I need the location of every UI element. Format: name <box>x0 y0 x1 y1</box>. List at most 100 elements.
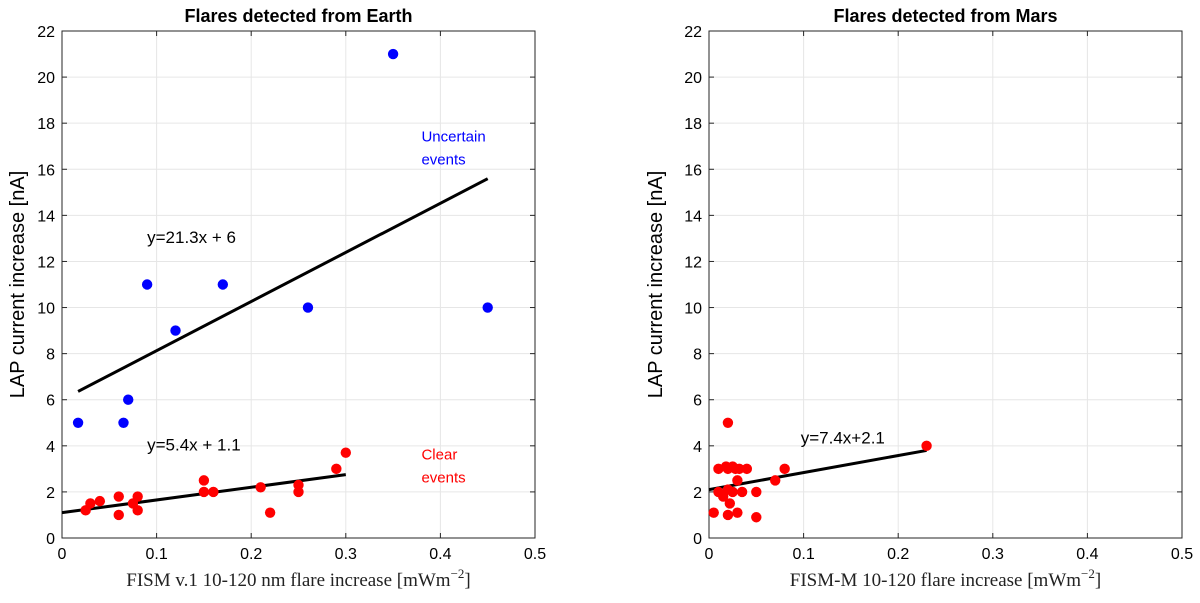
y-tick-label: 14 <box>37 208 55 225</box>
chart-title: Flares detected from Earth <box>184 6 412 26</box>
annotation-uncertain-events: Uncertain events <box>421 129 485 169</box>
uncertain-fit-equation: y=21.3x + 6 <box>147 228 236 247</box>
x-tick-label: 0.2 <box>240 546 262 563</box>
y-tick-label: 18 <box>37 116 55 133</box>
x-axis-label: FISM v.1 10-120 nm flare increase [mWm−2… <box>126 566 471 591</box>
data-point <box>732 475 743 486</box>
y-tick-label: 22 <box>37 24 55 41</box>
series-uncertain-events <box>72 48 493 428</box>
data-point <box>722 417 734 428</box>
data-point <box>302 302 314 313</box>
data-point <box>132 491 143 502</box>
y-tick-label: 4 <box>693 439 702 456</box>
y-tick-label: 20 <box>37 70 55 87</box>
y-tick-label: 12 <box>37 254 55 271</box>
data-point <box>255 482 266 493</box>
x-tick-label: 0.3 <box>982 546 1004 563</box>
y-tick-label: 10 <box>37 301 55 318</box>
x-tick-label: 0.5 <box>524 546 546 563</box>
x-tick-label: 0.2 <box>887 546 909 563</box>
annotation-clear-events: Clear events <box>421 447 465 487</box>
uncertain-fit-line <box>77 177 489 393</box>
y-tick-label: 16 <box>684 162 702 179</box>
data-point <box>118 417 129 428</box>
y-tick-label: 12 <box>684 254 702 271</box>
y-tick-label: 6 <box>693 393 702 410</box>
y-tick-label: 14 <box>684 208 702 225</box>
y-tick-label: 6 <box>46 393 55 410</box>
axes-box <box>708 30 1183 539</box>
data-point <box>921 440 932 452</box>
data-point <box>751 512 762 523</box>
mars-fit-line <box>708 448 927 492</box>
data-point <box>387 48 399 60</box>
y-tick-label: 20 <box>684 70 702 87</box>
data-point <box>198 475 210 486</box>
data-point <box>722 509 734 521</box>
x-tick-label: 0.3 <box>335 546 357 563</box>
chart-title: Flares detected from Mars <box>833 6 1057 26</box>
data-point <box>741 463 753 475</box>
y-tick-label: 2 <box>46 485 55 502</box>
series-clear-events <box>80 447 351 521</box>
x-tick-label: 0.4 <box>1076 546 1098 563</box>
x-axis-label: FISM-M 10-120 flare increase [mWm−2] <box>790 566 1101 591</box>
series-mars-events <box>708 417 932 523</box>
data-point <box>170 325 181 336</box>
mars-fit-equation: y=7.4x+2.1 <box>801 429 885 448</box>
x-axis-label-text: FISM-M 10-120 flare increase [mWm <box>790 570 1081 591</box>
y-tick-label: 8 <box>46 347 55 364</box>
data-point <box>340 447 351 458</box>
data-point <box>113 491 124 502</box>
y-tick-label: 16 <box>37 162 55 179</box>
x-axis-label-exponent: −2 <box>451 566 465 581</box>
data-point <box>72 417 84 428</box>
clear-fit-equation: y=5.4x + 1.1 <box>147 435 241 454</box>
x-tick-label: 0 <box>58 546 67 563</box>
annotation-line: Clear <box>421 447 457 464</box>
panel-1: 0 0.1 0.2 0.3 0.4 0.5 0 2 4 6 8 10 12 14 16 18 20 22 Flare… <box>7 6 546 591</box>
data-point <box>113 509 124 521</box>
x-tick-label: 0.1 <box>145 546 167 563</box>
y-tick-label: 22 <box>684 24 702 41</box>
data-point <box>141 279 153 290</box>
y-axis-label: LAP current increase [nA] <box>645 171 667 399</box>
x-axis-label-end: ] <box>464 570 470 591</box>
data-point <box>734 463 745 475</box>
data-point <box>208 486 219 498</box>
x-axis-label-text: FISM v.1 10-120 nm flare increase [mWm <box>126 570 451 591</box>
x-tick-label: 0.1 <box>792 546 814 563</box>
y-tick-label: 8 <box>693 347 702 364</box>
x-tick-label: 0.4 <box>429 546 451 563</box>
annotation-line: events <box>421 470 465 487</box>
data-point <box>94 495 106 507</box>
data-point <box>779 463 790 475</box>
x-axis-label-end: ] <box>1095 570 1101 591</box>
data-point <box>736 486 748 498</box>
data-point <box>123 394 134 405</box>
data-point <box>732 507 743 518</box>
data-point <box>770 475 781 486</box>
data-point <box>708 507 719 518</box>
y-tick-label: 10 <box>684 301 702 318</box>
data-point <box>482 302 493 313</box>
x-tick-label: 0 <box>705 546 714 563</box>
data-point <box>751 486 762 498</box>
data-point <box>293 486 304 498</box>
annotation-line: events <box>421 152 465 169</box>
data-point <box>724 498 736 509</box>
y-axis-label: LAP current increase [nA] <box>7 171 29 399</box>
y-tick-label: 18 <box>684 116 702 133</box>
x-axis-label-exponent: −2 <box>1081 566 1095 581</box>
data-point <box>132 505 143 516</box>
data-point <box>198 486 210 498</box>
x-tick-label: 0.5 <box>1171 546 1193 563</box>
y-tick-label: 0 <box>693 531 702 548</box>
panel-2: 0 0.1 0.2 0.3 0.4 0.5 0 2 4 6 8 10 12 14 16 18 20 22 Flare… <box>645 6 1193 591</box>
y-tick-label: 0 <box>46 531 55 548</box>
axes-box <box>61 30 536 539</box>
data-point <box>264 507 276 518</box>
data-point <box>217 279 229 290</box>
annotation-line: Uncertain <box>421 129 485 146</box>
